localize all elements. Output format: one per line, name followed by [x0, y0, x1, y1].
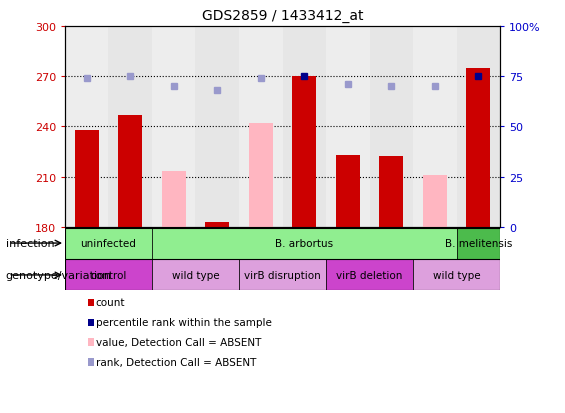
Bar	[370, 27, 413, 227]
Bar	[457, 228, 500, 259]
Bar	[239, 260, 326, 291]
Text: B. arbortus: B. arbortus	[275, 238, 333, 249]
Bar	[152, 260, 239, 291]
Bar	[162, 172, 186, 227]
Text: rank, Detection Call = ABSENT: rank, Detection Call = ABSENT	[95, 357, 256, 367]
Bar	[282, 27, 326, 227]
Text: control: control	[90, 270, 127, 280]
Bar	[239, 27, 282, 227]
Title: GDS2859 / 1433412_at: GDS2859 / 1433412_at	[202, 9, 363, 23]
Bar	[413, 27, 457, 227]
Bar	[195, 27, 239, 227]
Bar	[118, 115, 142, 227]
Bar	[65, 27, 108, 227]
Text: genotype/variation: genotype/variation	[6, 270, 112, 280]
Bar	[413, 260, 500, 291]
Bar	[379, 157, 403, 227]
Bar	[152, 228, 457, 259]
Text: B. melitensis: B. melitensis	[445, 238, 512, 249]
Text: wild type: wild type	[433, 270, 480, 280]
Bar	[326, 27, 370, 227]
Bar	[249, 123, 273, 227]
Bar	[205, 222, 229, 227]
Text: infection: infection	[6, 238, 54, 249]
Bar	[75, 131, 99, 227]
Bar	[457, 27, 500, 227]
Bar	[292, 77, 316, 227]
Bar	[108, 27, 152, 227]
Bar	[326, 260, 413, 291]
Text: wild type: wild type	[172, 270, 219, 280]
Text: count: count	[95, 298, 125, 308]
Bar	[152, 27, 195, 227]
Bar	[423, 176, 447, 227]
Bar	[65, 228, 152, 259]
Text: virB disruption: virB disruption	[244, 270, 321, 280]
Text: value, Detection Call = ABSENT: value, Detection Call = ABSENT	[95, 337, 261, 347]
Text: uninfected: uninfected	[81, 238, 136, 249]
Text: percentile rank within the sample: percentile rank within the sample	[95, 318, 272, 328]
Bar	[65, 260, 152, 291]
Bar	[336, 155, 360, 227]
Text: virB deletion: virB deletion	[336, 270, 403, 280]
Bar	[466, 69, 490, 227]
